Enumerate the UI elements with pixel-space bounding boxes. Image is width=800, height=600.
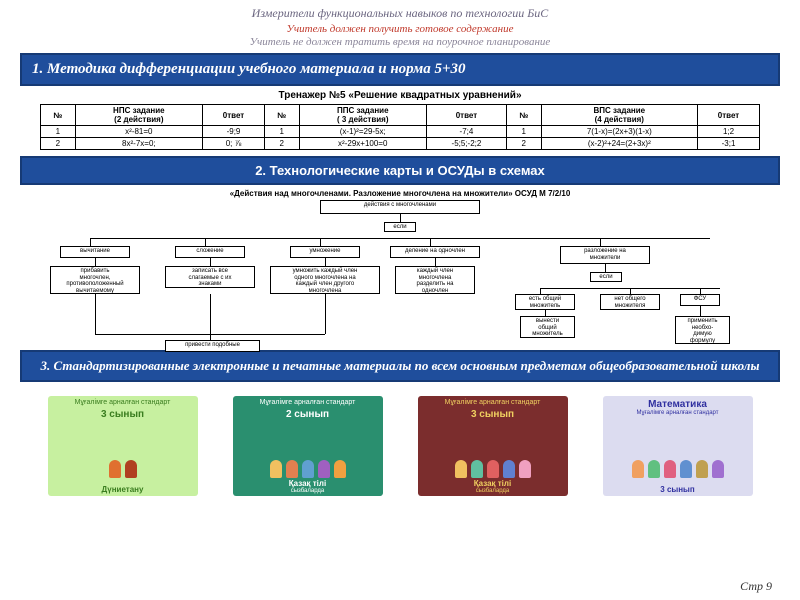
table-cell: -3;1 (698, 138, 760, 150)
table-cell: 2 (506, 138, 541, 150)
table-cell: x²-81=0 (75, 126, 202, 138)
table-cell: 7(1-x)=(2x+3)(1-x) (541, 126, 697, 138)
table-header: 0твет (698, 105, 760, 126)
table-cell: 1 (506, 126, 541, 138)
diagram-node: есть общиймножитель (515, 294, 575, 310)
table-cell: (x-1)²=29-5x; (299, 126, 426, 138)
table-header: 0твет (426, 105, 506, 126)
table-cell: 2 (264, 138, 299, 150)
subtitle-gray: Учитель не должен тратить время на поуро… (0, 36, 800, 48)
page-number: Стр 9 (740, 579, 772, 594)
diagram-node: каждый членмногочленаразделить наодночле… (395, 266, 475, 294)
diagram-title: «Действия над многочленами. Разложение м… (0, 189, 800, 198)
table-header: № (264, 105, 299, 126)
table-cell: -5;5;-2;2 (426, 138, 506, 150)
book-thumbnail: Мұғалімге арналған стандарт3 сыныпДүниет… (48, 396, 198, 496)
diagram-node: если (384, 222, 416, 232)
diagram-node: деление на одночлен (390, 246, 480, 258)
table-cell: 2 (41, 138, 76, 150)
diagram-node: действия с многочленами (320, 200, 480, 214)
table-cell: -9;9 (203, 126, 265, 138)
flow-diagram: действия с многочленами если вычитание слож… (40, 200, 760, 350)
table-cell: x²-29x+100=0 (299, 138, 426, 150)
diagram-node: применитьнеобхо-димуюформулу (675, 316, 730, 344)
diagram-node: записать всеслагаемые с ихзнаками (165, 266, 255, 288)
table-row: 1x²-81=0-9;91(x-1)²=29-5x;-7;417(1-x)=(2… (41, 126, 760, 138)
thumbnail-row: Мұғалімге арналған стандарт3 сыныпДүниет… (0, 386, 800, 496)
table-header: 0твет (203, 105, 265, 126)
table-header: ВПС задание(4 действия) (541, 105, 697, 126)
diagram-node: умножить каждый членодного многочлена на… (270, 266, 380, 294)
table-cell: (x-2)²+24=(2+3x)² (541, 138, 697, 150)
book-thumbnail: Мұғалімге арналған стандарт2 сыныпҚазақ … (233, 396, 383, 496)
table-header: № (506, 105, 541, 126)
subtitle-red: Учитель должен получить готовое содержан… (0, 23, 800, 35)
section3-bar: 3. Стандартизированные электронные и печ… (20, 350, 780, 382)
table-cell: 1;2 (698, 126, 760, 138)
table-cell: 1 (264, 126, 299, 138)
section2-bar: 2. Технологические карты и ОСУДы в схема… (20, 156, 780, 185)
diagram-node: привести подобные (165, 340, 260, 352)
trainer-table: №НПС задание(2 действия)0твет№ППС задани… (40, 104, 760, 150)
diagram-node: нет общегомножителя (600, 294, 660, 310)
page-title: Измерители функциональных навыков по тех… (0, 0, 800, 21)
book-thumbnail: МатематикаМұғалімге арналған стандарт3 с… (603, 396, 753, 496)
book-thumbnail: Мұғалімге арналған стандарт3 сыныпҚазақ … (418, 396, 568, 496)
table-cell: 0; ⅞ (203, 138, 265, 150)
diagram-node: прибавитьмногочлен,противоположенныйвычи… (50, 266, 140, 294)
section1-bar: 1. Методика дифференциации учебного мате… (20, 53, 780, 86)
table-header: № (41, 105, 76, 126)
table-cell: 8x²-7x=0; (75, 138, 202, 150)
table-header: ППС задание( 3 действия) (299, 105, 426, 126)
table-cell: -7;4 (426, 126, 506, 138)
diagram-node: вынестиобщиймножитель (520, 316, 575, 338)
trainer-title: Тренажер №5 «Решение квадратных уравнени… (0, 90, 800, 101)
diagram-node: вычитание (60, 246, 130, 258)
diagram-node: сложение (175, 246, 245, 258)
diagram-node: умножение (290, 246, 360, 258)
diagram-node: разложение намножители (560, 246, 650, 264)
table-row: 28x²-7x=0;0; ⅞2x²-29x+100=0-5;5;-2;22(x-… (41, 138, 760, 150)
diagram-node: ФСУ (680, 294, 720, 306)
diagram-node: если (590, 272, 622, 282)
table-header: НПС задание(2 действия) (75, 105, 202, 126)
table-cell: 1 (41, 126, 76, 138)
